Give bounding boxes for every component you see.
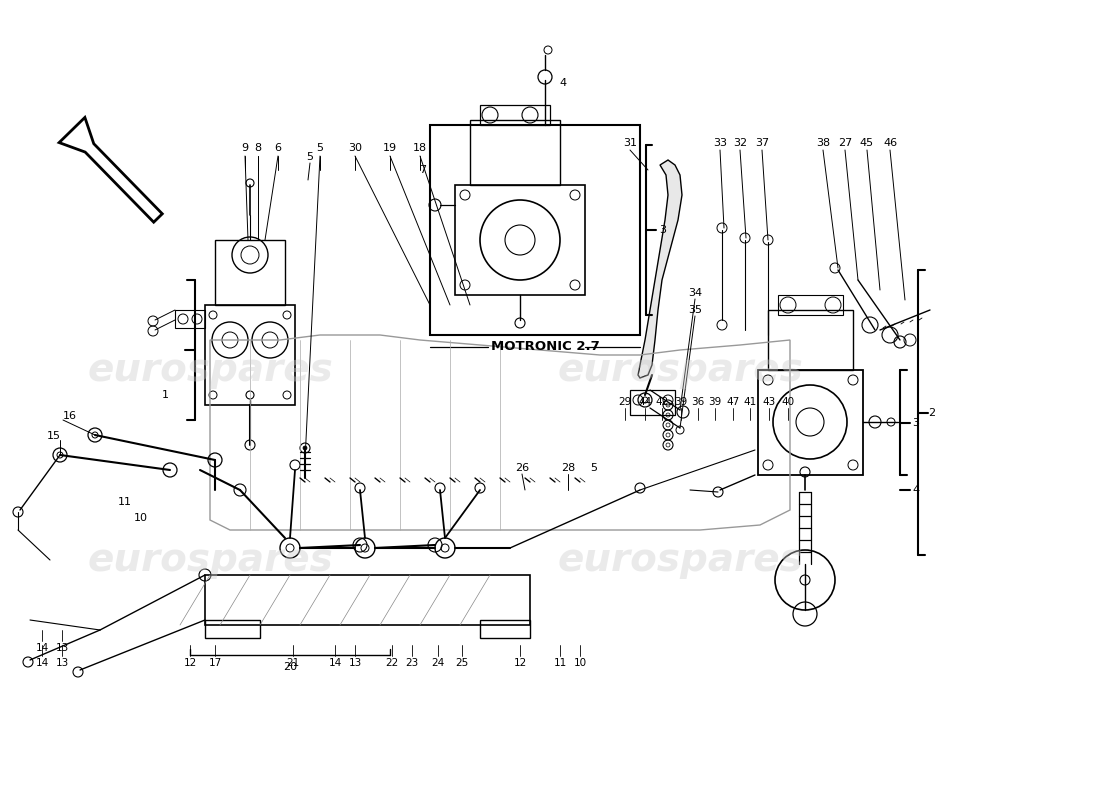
Text: 13: 13 bbox=[55, 658, 68, 668]
Text: 44: 44 bbox=[638, 397, 651, 407]
Text: 10: 10 bbox=[573, 658, 586, 668]
Text: 29: 29 bbox=[618, 397, 631, 407]
Text: 36: 36 bbox=[692, 397, 705, 407]
Text: 41: 41 bbox=[744, 397, 757, 407]
Text: 16: 16 bbox=[63, 411, 77, 421]
Text: MOTRONIC 2.7: MOTRONIC 2.7 bbox=[491, 341, 600, 354]
Text: 37: 37 bbox=[755, 138, 769, 148]
Polygon shape bbox=[638, 160, 682, 378]
Bar bbox=[214, 240, 285, 305]
Text: 40: 40 bbox=[781, 397, 794, 407]
Text: 13: 13 bbox=[55, 643, 68, 653]
Text: eurospares: eurospares bbox=[557, 541, 803, 579]
Text: 24: 24 bbox=[431, 658, 444, 668]
Text: 6: 6 bbox=[275, 143, 282, 153]
Text: 7: 7 bbox=[419, 165, 427, 175]
Text: 5: 5 bbox=[591, 463, 597, 473]
Text: 11: 11 bbox=[553, 658, 566, 668]
Bar bbox=[778, 295, 843, 315]
Bar bbox=[205, 620, 260, 638]
Text: 5: 5 bbox=[317, 143, 323, 153]
Text: 34: 34 bbox=[688, 288, 702, 298]
Text: 18: 18 bbox=[412, 143, 427, 153]
Text: 5: 5 bbox=[307, 152, 314, 162]
Bar bbox=[768, 310, 852, 370]
Text: 47: 47 bbox=[726, 397, 739, 407]
Text: 28: 28 bbox=[561, 463, 575, 473]
Text: 12: 12 bbox=[184, 658, 197, 668]
Bar bbox=[480, 620, 530, 638]
Text: 31: 31 bbox=[623, 138, 637, 148]
Text: 42: 42 bbox=[656, 397, 669, 407]
Bar bbox=[455, 185, 585, 295]
Text: 20: 20 bbox=[283, 662, 297, 672]
Text: 32: 32 bbox=[733, 138, 747, 148]
Text: 3: 3 bbox=[913, 418, 920, 428]
Text: 33: 33 bbox=[713, 138, 727, 148]
Text: 39: 39 bbox=[708, 397, 722, 407]
Bar bbox=[470, 120, 560, 185]
Text: 17: 17 bbox=[208, 658, 221, 668]
Text: 11: 11 bbox=[118, 497, 132, 507]
Text: 46: 46 bbox=[883, 138, 898, 148]
Text: 10: 10 bbox=[134, 513, 148, 523]
Text: 23: 23 bbox=[406, 658, 419, 668]
Bar bbox=[480, 105, 550, 125]
Text: eurospares: eurospares bbox=[87, 541, 333, 579]
Text: 43: 43 bbox=[762, 397, 776, 407]
Text: 12: 12 bbox=[514, 658, 527, 668]
Text: 22: 22 bbox=[385, 658, 398, 668]
Text: 38: 38 bbox=[816, 138, 831, 148]
Bar bbox=[205, 305, 295, 405]
Text: 27: 27 bbox=[838, 138, 853, 148]
Text: 4: 4 bbox=[560, 78, 566, 88]
Bar bbox=[758, 370, 864, 475]
Circle shape bbox=[302, 446, 307, 450]
Bar bbox=[630, 390, 675, 415]
Text: 9: 9 bbox=[241, 143, 249, 153]
Text: 25: 25 bbox=[455, 658, 469, 668]
Text: 26: 26 bbox=[515, 463, 529, 473]
Text: 35: 35 bbox=[688, 305, 702, 315]
Bar bbox=[175, 310, 205, 328]
Text: 21: 21 bbox=[286, 658, 299, 668]
Text: 30: 30 bbox=[348, 143, 362, 153]
Text: 3: 3 bbox=[660, 225, 667, 235]
Text: 39: 39 bbox=[674, 397, 688, 407]
Bar bbox=[430, 125, 640, 335]
Text: eurospares: eurospares bbox=[87, 351, 333, 389]
Text: 14: 14 bbox=[329, 658, 342, 668]
Text: 1: 1 bbox=[162, 390, 168, 400]
Text: 4: 4 bbox=[912, 485, 920, 495]
Text: 14: 14 bbox=[35, 658, 48, 668]
Text: 14: 14 bbox=[35, 643, 48, 653]
Text: 45: 45 bbox=[860, 138, 875, 148]
Text: 13: 13 bbox=[349, 658, 362, 668]
Text: 15: 15 bbox=[47, 431, 60, 441]
Text: 19: 19 bbox=[383, 143, 397, 153]
Text: 8: 8 bbox=[254, 143, 262, 153]
Text: 2: 2 bbox=[928, 408, 936, 418]
Text: eurospares: eurospares bbox=[557, 351, 803, 389]
